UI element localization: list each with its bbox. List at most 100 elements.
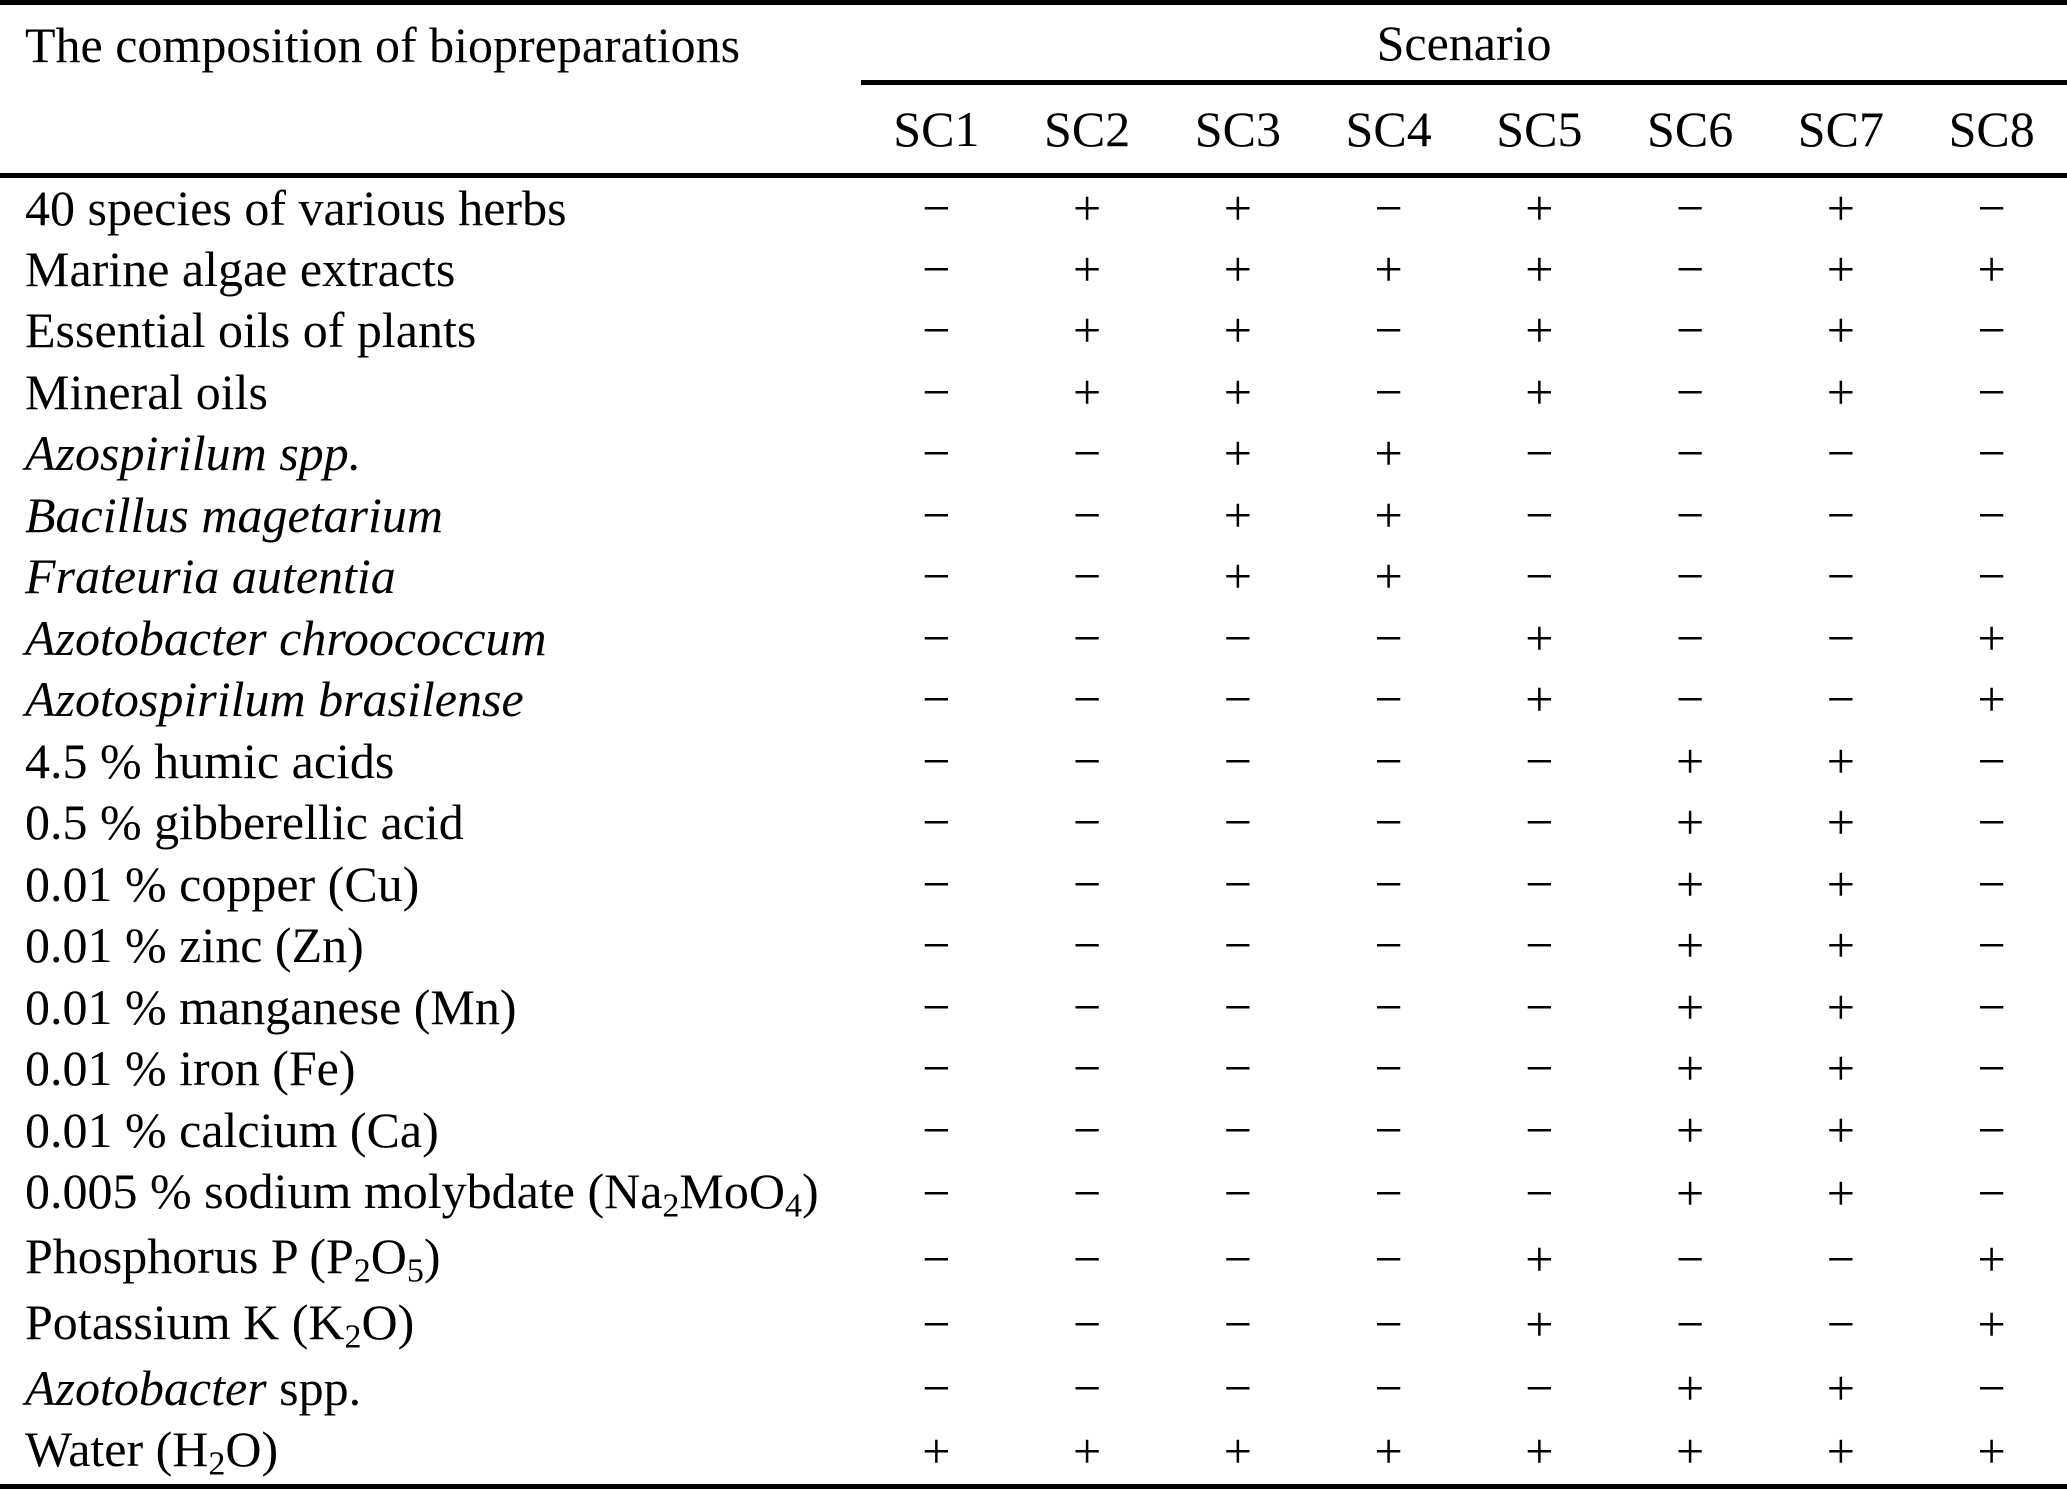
value-cell-sc8: − bbox=[1977, 302, 2006, 359]
row-label: Azospirilum spp. bbox=[0, 423, 861, 485]
value-cell-sc5: + bbox=[1525, 180, 1554, 236]
value-cell-sc4: − bbox=[1374, 363, 1403, 420]
table-body: 40 species of various herbs − + + − + − + − Marin… bbox=[0, 176, 2067, 1487]
value-cell-sc5: − bbox=[1525, 1040, 1554, 1097]
value-cell-sc1: − bbox=[922, 1359, 951, 1416]
value-cell-sc7: − bbox=[1826, 671, 1855, 728]
value-cell-sc7: + bbox=[1826, 1165, 1855, 1222]
value-cell-sc6: − bbox=[1676, 180, 1705, 236]
row-label: Bacillus magetarium bbox=[0, 484, 861, 546]
value-cell-sc7: + bbox=[1826, 180, 1855, 236]
value-cell-sc6: + bbox=[1676, 794, 1705, 851]
value-cell-sc1: − bbox=[922, 855, 951, 912]
value-cell-sc3: − bbox=[1223, 1165, 1252, 1222]
row-label: 0.01 % zinc (Zn) bbox=[0, 915, 861, 977]
value-cell-sc4: − bbox=[1374, 1165, 1403, 1222]
value-cell-sc5: − bbox=[1525, 978, 1554, 1035]
value-cell-sc7: + bbox=[1826, 855, 1855, 912]
value-cell-sc2: − bbox=[1073, 609, 1102, 666]
value-cell-sc2: − bbox=[1073, 1101, 1102, 1158]
value-cell-sc6: − bbox=[1676, 425, 1705, 482]
row-label-segment: Azotospirilum brasilense bbox=[25, 671, 524, 728]
value-cell-sc2: − bbox=[1073, 732, 1102, 789]
value-cell-sc7: + bbox=[1826, 302, 1855, 359]
value-cell-sc5: + bbox=[1525, 363, 1554, 420]
row-label: 4.5 % humic acids bbox=[0, 730, 861, 792]
table-row: Azotospirilum brasilense − − − − + − − + bbox=[0, 669, 2067, 731]
row-label-segment: Marine algae extracts bbox=[25, 240, 456, 297]
value-cell-sc4: − bbox=[1374, 671, 1403, 728]
value-cell-sc1: − bbox=[922, 1040, 951, 1097]
row-label: 0.01 % manganese (Mn) bbox=[0, 976, 861, 1038]
value-cell-sc8: + bbox=[1977, 1296, 2006, 1353]
value-cell-sc1: − bbox=[922, 1165, 951, 1222]
value-cell-sc1: − bbox=[922, 363, 951, 420]
value-cell-sc7: − bbox=[1826, 1296, 1855, 1353]
value-cell-sc5: + bbox=[1525, 1423, 1554, 1480]
value-cell-sc6: − bbox=[1676, 609, 1705, 666]
value-cell-sc1: − bbox=[922, 917, 951, 974]
value-cell-sc1: − bbox=[922, 671, 951, 728]
value-cell-sc7: + bbox=[1826, 917, 1855, 974]
row-label-segment: Water (H bbox=[25, 1420, 209, 1477]
table-row: 0.01 % iron (Fe) − − − − − + + − bbox=[0, 1038, 2067, 1100]
row-label: Potassium K (K2O) bbox=[0, 1292, 861, 1358]
value-cell-sc3: − bbox=[1223, 1296, 1252, 1353]
row-label-segment: 0.01 % zinc (Zn) bbox=[25, 917, 364, 974]
value-cell-sc8: − bbox=[1977, 548, 2006, 605]
table-title-cell: The composition of biopreparations bbox=[0, 2, 861, 178]
value-cell-sc6: − bbox=[1676, 302, 1705, 359]
row-label-segment: Essential oils of plants bbox=[25, 302, 477, 359]
value-cell-sc5: + bbox=[1525, 302, 1554, 359]
value-cell-sc3: − bbox=[1223, 1101, 1252, 1158]
value-cell-sc2: − bbox=[1073, 1296, 1102, 1353]
value-cell-sc3: − bbox=[1223, 1230, 1252, 1287]
value-cell-sc1: − bbox=[922, 486, 951, 543]
value-cell-sc3: − bbox=[1223, 978, 1252, 1035]
value-cell-sc8: + bbox=[1977, 1423, 2006, 1480]
value-cell-sc1: − bbox=[922, 180, 951, 236]
value-cell-sc8: − bbox=[1977, 425, 2006, 482]
row-label: Phosphorus P (P2O5) bbox=[0, 1226, 861, 1292]
table-row: 4.5 % humic acids − − − − − + + − bbox=[0, 730, 2067, 792]
value-cell-sc6: + bbox=[1676, 1359, 1705, 1416]
value-cell-sc8: − bbox=[1977, 732, 2006, 789]
value-cell-sc4: − bbox=[1374, 180, 1403, 236]
value-cell-sc3: + bbox=[1223, 240, 1252, 297]
row-label-segment: 0.01 % manganese (Mn) bbox=[25, 978, 517, 1035]
value-cell-sc2: + bbox=[1073, 180, 1102, 236]
row-label-segment: O) bbox=[361, 1293, 415, 1350]
value-cell-sc2: − bbox=[1073, 1040, 1102, 1097]
value-cell-sc5: + bbox=[1525, 1296, 1554, 1353]
value-cell-sc7: + bbox=[1826, 1040, 1855, 1097]
value-cell-sc6: + bbox=[1676, 917, 1705, 974]
value-cell-sc6: + bbox=[1676, 1040, 1705, 1097]
table-row: 0.5 % gibberellic acid − − − − − + + − bbox=[0, 792, 2067, 854]
value-cell-sc2: − bbox=[1073, 1165, 1102, 1222]
table-row: 40 species of various herbs − + + − + − + − bbox=[0, 176, 2067, 239]
row-label-segment: spp. bbox=[266, 1359, 362, 1416]
value-cell-sc6: + bbox=[1676, 1165, 1705, 1222]
value-cell-sc1: − bbox=[922, 1230, 951, 1287]
value-cell-sc6: + bbox=[1676, 1423, 1705, 1480]
row-label: Frateuria autentia bbox=[0, 546, 861, 608]
row-label: Azotobacter chroococcum bbox=[0, 607, 861, 669]
row-label-segment: 4 bbox=[784, 1187, 802, 1224]
value-cell-sc4: − bbox=[1374, 1101, 1403, 1158]
value-cell-sc3: − bbox=[1223, 794, 1252, 851]
value-cell-sc3: + bbox=[1223, 363, 1252, 420]
value-cell-sc8: − bbox=[1977, 1165, 2006, 1222]
value-cell-sc1: − bbox=[922, 609, 951, 666]
table-row: Potassium K (K2O) − − − − + − − + bbox=[0, 1292, 2067, 1358]
value-cell-sc1: − bbox=[922, 978, 951, 1035]
row-label-segment: 0.01 % calcium (Ca) bbox=[25, 1101, 439, 1158]
value-cell-sc5: − bbox=[1525, 548, 1554, 605]
table-row: Azotobacter spp. − − − − − + + − bbox=[0, 1357, 2067, 1419]
table-row: Mineral oils − + + − + − + − bbox=[0, 361, 2067, 423]
value-cell-sc3: − bbox=[1223, 609, 1252, 666]
row-label-segment: O) bbox=[225, 1420, 279, 1477]
value-cell-sc8: + bbox=[1977, 1230, 2006, 1287]
value-cell-sc7: + bbox=[1826, 978, 1855, 1035]
